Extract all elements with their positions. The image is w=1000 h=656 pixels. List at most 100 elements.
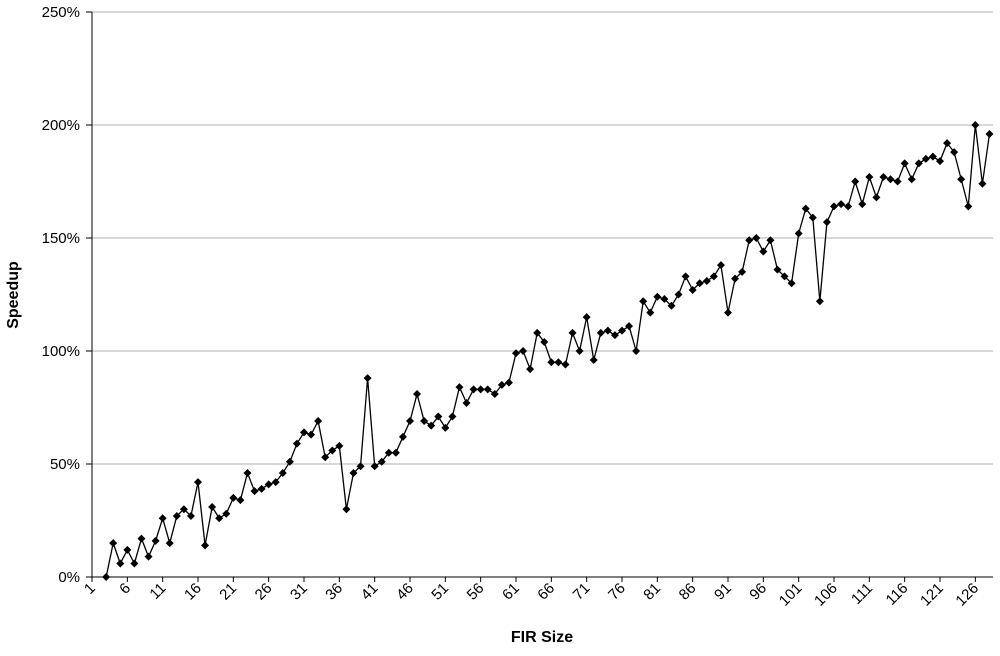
marker — [398, 432, 407, 441]
marker — [116, 559, 125, 568]
marker — [646, 308, 655, 317]
marker — [886, 175, 895, 184]
marker — [476, 385, 485, 394]
marker — [893, 177, 902, 186]
marker — [490, 389, 499, 398]
marker — [978, 179, 987, 188]
marker — [314, 417, 323, 426]
x-tick-label: 31 — [287, 580, 311, 604]
marker — [738, 267, 747, 276]
x-tick-label: 101 — [776, 580, 806, 610]
marker — [356, 462, 365, 471]
marker — [815, 297, 824, 306]
marker — [830, 202, 838, 211]
x-tick-label: 86 — [676, 580, 700, 604]
y-tick-label: 0% — [58, 569, 80, 586]
marker — [201, 541, 210, 550]
marker — [321, 453, 330, 462]
marker — [264, 480, 273, 489]
plot-area — [92, 12, 993, 577]
marker — [907, 175, 916, 184]
marker — [914, 159, 923, 168]
marker — [900, 159, 909, 168]
marker — [971, 121, 980, 129]
x-tick-label: 16 — [181, 580, 205, 604]
marker — [964, 202, 973, 211]
marker — [724, 308, 732, 317]
marker — [808, 213, 817, 222]
marker — [158, 514, 167, 523]
marker — [377, 457, 386, 466]
marker — [236, 496, 245, 505]
x-tick-label: 121 — [917, 580, 947, 610]
marker — [950, 148, 959, 157]
marker — [752, 234, 761, 242]
marker — [695, 279, 704, 288]
x-tick-label: 21 — [216, 580, 240, 604]
marker — [582, 313, 591, 322]
marker — [596, 328, 605, 337]
marker — [179, 505, 188, 514]
marker — [406, 417, 414, 426]
marker — [526, 365, 535, 374]
marker — [547, 358, 556, 367]
marker — [709, 272, 718, 281]
x-tick-label: 61 — [499, 580, 523, 604]
marker — [222, 509, 231, 518]
marker — [186, 511, 195, 520]
marker — [307, 430, 316, 439]
x-tick-label: 1 — [81, 580, 99, 598]
marker — [632, 347, 641, 355]
marker — [773, 265, 782, 274]
marker — [766, 236, 775, 245]
marker — [144, 552, 153, 561]
marker — [165, 539, 174, 548]
marker — [540, 337, 549, 346]
y-tick-label: 250% — [42, 4, 80, 21]
marker — [851, 177, 860, 186]
marker — [943, 139, 952, 148]
marker — [271, 478, 280, 487]
y-tick-label: 200% — [42, 117, 80, 134]
marker — [610, 331, 619, 340]
marker — [130, 559, 139, 568]
marker — [208, 502, 217, 511]
marker — [363, 374, 372, 383]
marker — [137, 534, 146, 543]
y-tick-label: 150% — [42, 230, 80, 247]
x-tick-label: 106 — [811, 580, 841, 610]
marker — [957, 175, 966, 184]
y-tick-label: 50% — [50, 456, 80, 473]
marker — [102, 573, 111, 581]
marker — [391, 448, 400, 457]
marker — [625, 322, 634, 331]
marker — [512, 349, 520, 358]
marker — [688, 285, 697, 294]
y-axis-title: Speedup — [5, 261, 22, 329]
marker — [384, 448, 393, 457]
x-tick-label: 96 — [746, 580, 770, 604]
marker — [702, 276, 711, 285]
marker — [243, 469, 252, 478]
marker — [794, 229, 803, 238]
x-tick-label: 26 — [252, 580, 276, 604]
marker — [554, 358, 563, 367]
marker — [292, 439, 301, 448]
x-tick-label: 126 — [952, 580, 982, 610]
marker — [780, 272, 789, 281]
marker — [589, 356, 598, 365]
marker — [328, 446, 337, 455]
x-tick-label: 11 — [146, 580, 169, 603]
marker — [639, 297, 648, 306]
marker — [858, 200, 867, 209]
marker — [985, 130, 994, 139]
marker — [194, 478, 202, 487]
x-tick-label: 36 — [322, 580, 346, 604]
marker — [420, 417, 429, 426]
marker — [519, 347, 528, 355]
marker — [879, 172, 888, 181]
marker — [674, 290, 683, 299]
marker — [928, 152, 937, 161]
marker — [837, 200, 846, 209]
